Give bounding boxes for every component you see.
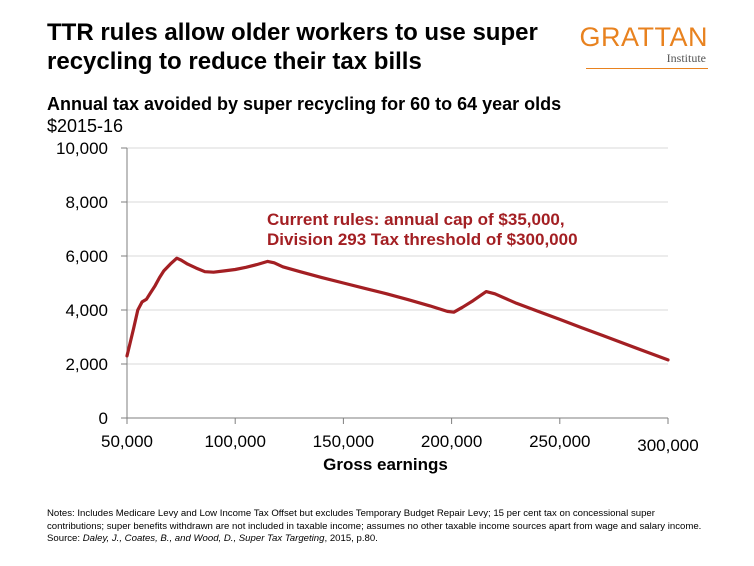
logo-subtitle: Institute bbox=[666, 51, 706, 65]
annotation-line: Division 293 Tax threshold of $300,000 bbox=[267, 230, 578, 249]
x-axis-title: Gross earnings bbox=[323, 455, 448, 474]
x-tick-label: 250,000 bbox=[529, 432, 590, 451]
x-tick-label: 150,000 bbox=[313, 432, 374, 451]
y-tick-label: 6,000 bbox=[65, 247, 108, 266]
labels: 0 2,000 4,000 6,000 8,000 10,000 50,000 100,000… bbox=[56, 139, 699, 474]
source-text: Source: Daley, J., Coates, B., and Wood,… bbox=[47, 533, 707, 546]
gridlines bbox=[127, 147, 668, 365]
annotation-line: Current rules: annual cap of $35,000, bbox=[267, 210, 565, 229]
y-tick-label: 8,000 bbox=[65, 193, 108, 212]
chart-units: $2015-16 bbox=[47, 116, 124, 136]
axes bbox=[121, 147, 669, 424]
source-suffix: , 2015, p.80. bbox=[324, 533, 378, 544]
chart-headline: TTR rules allow older workers to use sup… bbox=[47, 19, 538, 75]
footnotes: Notes: Includes Medicare Levy and Low In… bbox=[47, 508, 707, 546]
y-tick-label: 0 bbox=[99, 409, 108, 428]
y-tick-label: 2,000 bbox=[65, 355, 108, 374]
logo-name: GRATTAN bbox=[579, 22, 708, 52]
x-tick-label: 100,000 bbox=[204, 432, 265, 451]
x-tick-label: 200,000 bbox=[421, 432, 482, 451]
chart-title: Annual tax avoided by super recycling fo… bbox=[47, 94, 562, 114]
series-layer bbox=[125, 256, 670, 362]
series-line bbox=[125, 256, 670, 362]
logo-underline bbox=[586, 68, 708, 69]
x-tick-label: 300,000 bbox=[637, 436, 698, 455]
y-tick-label: 4,000 bbox=[65, 301, 108, 320]
grattan-logo: GRATTAN Institute bbox=[580, 22, 708, 65]
y-tick-label: 10,000 bbox=[56, 139, 108, 158]
x-tick-label: 50,000 bbox=[101, 432, 153, 451]
source-prefix: Source: bbox=[47, 533, 83, 544]
notes-text: Notes: Includes Medicare Levy and Low In… bbox=[47, 508, 702, 532]
source-title: Daley, J., Coates, B., and Wood, D., Sup… bbox=[82, 533, 325, 544]
